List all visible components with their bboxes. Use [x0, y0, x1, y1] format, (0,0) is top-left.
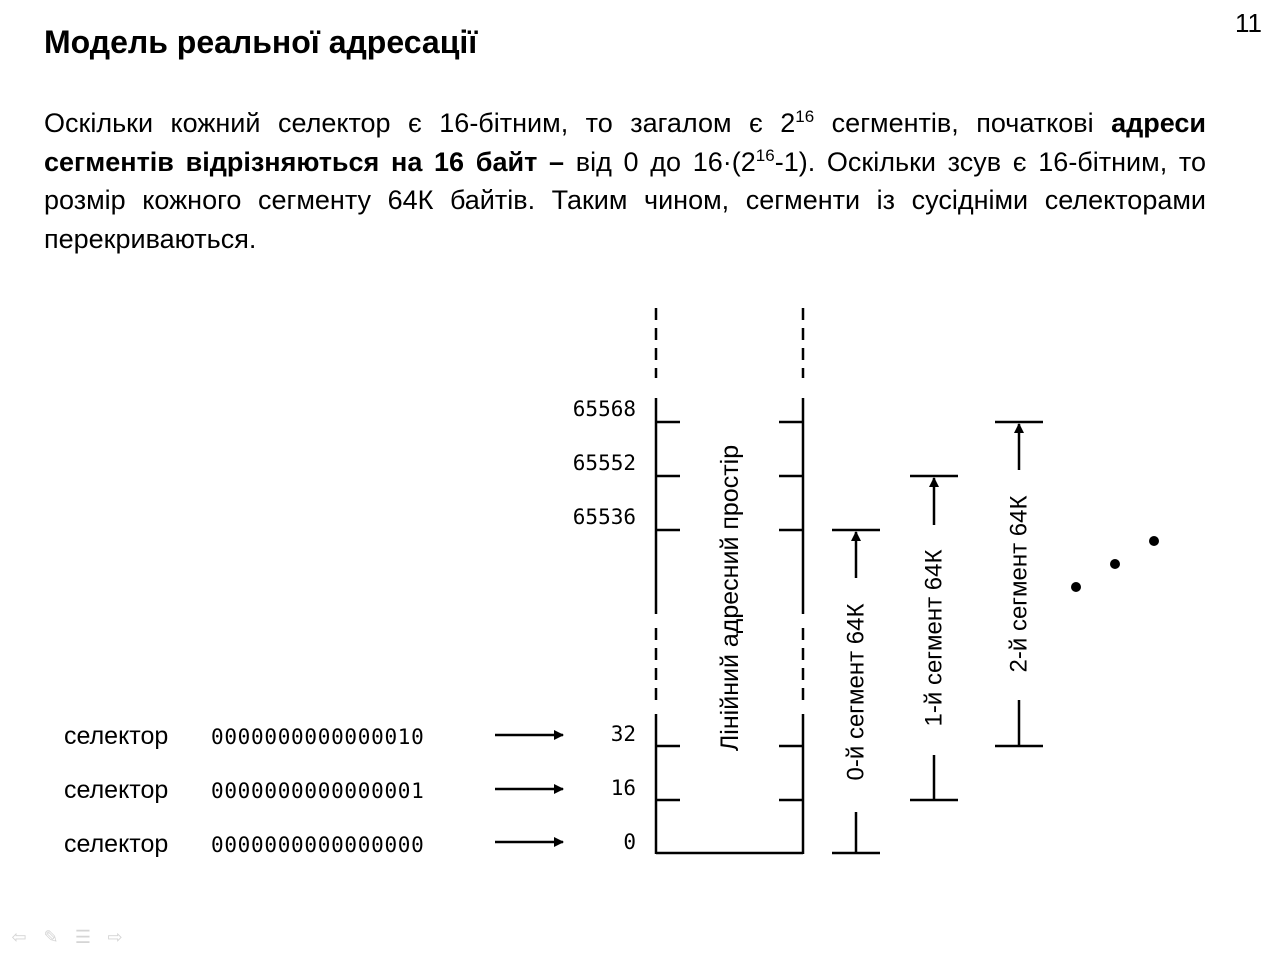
segment-2-label: 2-й сегмент 64К: [1006, 496, 1033, 673]
selector-row-1: селектор 0000000000000001 16: [64, 776, 636, 804]
segment-1-extent: [910, 474, 958, 802]
pen-icon[interactable]: ✎: [43, 927, 59, 947]
address-16: 16: [611, 776, 636, 800]
superscript-2: 16: [755, 145, 775, 165]
selector-bits: 0000000000000001: [211, 779, 425, 803]
dot: [1149, 536, 1159, 546]
address-32: 32: [611, 722, 636, 746]
segment-0-extent: [832, 528, 880, 855]
segment-1-label: 1-й сегмент 64К: [921, 550, 948, 727]
segment-0-label: 0-й сегмент 64К: [843, 604, 870, 781]
continuation-dots: [1071, 536, 1159, 592]
address-space-label: Лінійний адресний простір: [716, 445, 744, 751]
selector-bits: 0000000000000010: [211, 725, 425, 749]
selector-label: селектор: [64, 830, 168, 858]
selector-label: селектор: [64, 776, 168, 804]
superscript-1: 16: [795, 107, 815, 126]
address-0: 0: [623, 830, 636, 854]
text-part-2: сегментів, початкові: [814, 108, 1112, 138]
slide-title: Модель реальної адресації: [44, 24, 478, 60]
text-part-5: -1). Оскільки зсув є 16-бітним, то розмі…: [44, 146, 1206, 254]
selector-label: селектор: [64, 722, 168, 750]
address-space-column: [654, 308, 805, 855]
selector-row-2: селектор 0000000000000010 32: [64, 722, 636, 750]
slide-number: 11: [1235, 8, 1262, 38]
segment-2-extent: [995, 420, 1043, 748]
text-bold: адреси сегментів відрізняються на 16 бай…: [44, 108, 1206, 177]
menu-icon[interactable]: ☰: [74, 927, 92, 947]
text-part-4: від 0 до 16·(2: [564, 146, 756, 177]
selector-rows: селектор 0000000000000010 32 селектор 00…: [64, 722, 636, 858]
selector-row-0: селектор 0000000000000000 0: [64, 830, 636, 858]
selector-bits: 0000000000000000: [211, 833, 425, 857]
text-part-1: Оскільки кожний селектор є 16-бітним, то…: [44, 108, 796, 138]
next-arrow-icon[interactable]: ⇨: [107, 927, 123, 947]
address-65552: 65552: [573, 451, 636, 475]
top-address-labels: 65568 65552 65536: [573, 397, 636, 529]
body-paragraph: Оскільки кожний селектор є 16-бітним, то…: [44, 104, 1206, 258]
address-65568: 65568: [573, 397, 636, 421]
dot: [1110, 559, 1120, 569]
slide-navigation: ⇦ ✎ ☰ ⇨: [8, 927, 126, 948]
prev-arrow-icon[interactable]: ⇦: [11, 927, 27, 947]
address-65536: 65536: [573, 505, 636, 529]
dot: [1071, 582, 1081, 592]
